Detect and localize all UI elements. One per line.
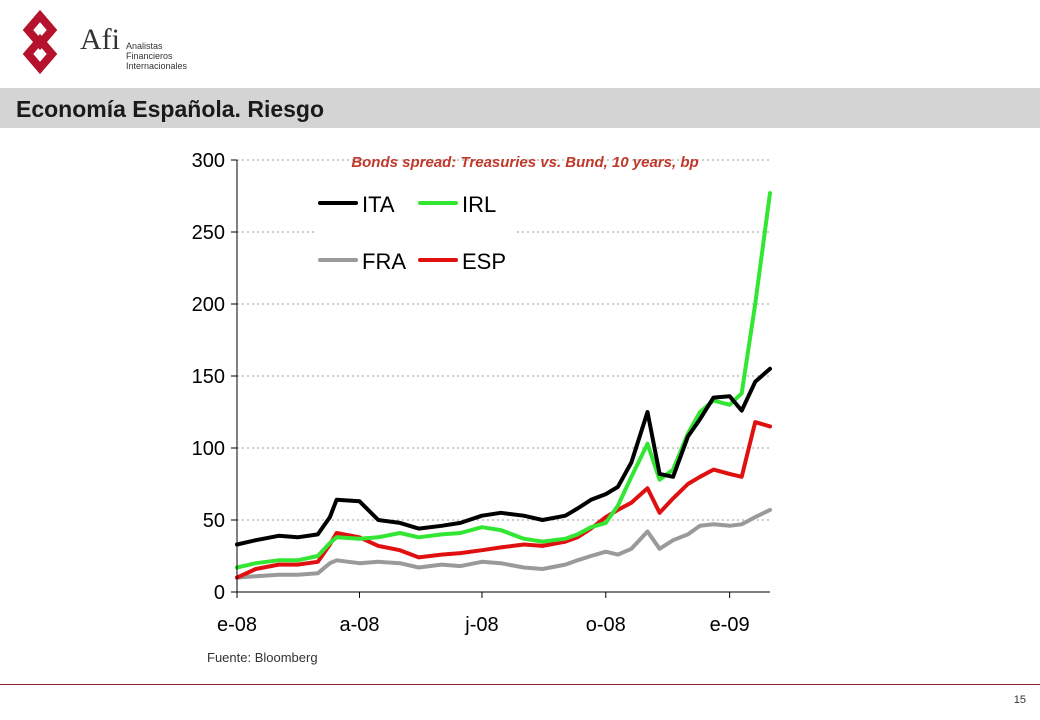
brand-subtitle-line: Analistas bbox=[126, 41, 163, 51]
brand-name: Afi bbox=[80, 23, 120, 56]
chart-title: Bonds spread: Treasuries vs. Bund, 10 ye… bbox=[351, 154, 698, 171]
title-bar: Economía Española. Riesgo bbox=[0, 88, 1040, 128]
x-tick-label: a-08 bbox=[339, 614, 379, 636]
y-tick-label: 250 bbox=[192, 222, 225, 244]
y-tick-label: 150 bbox=[192, 366, 225, 388]
series-line-irl bbox=[235, 191, 772, 570]
axes-layer: 0 50 100 150 200 250 300 e-08 a-08 j-08 o-08 e-09 bbox=[192, 150, 770, 636]
legend-label-fra: FRA bbox=[362, 249, 406, 274]
x-tick-label: e-08 bbox=[217, 614, 257, 636]
brand-subtitle: Analistas Financieros Internacionales bbox=[126, 41, 187, 71]
y-tick-label: 0 bbox=[214, 582, 225, 604]
afi-logo: Afi bbox=[18, 8, 208, 80]
brand-subtitle-line: Internacionales bbox=[126, 61, 188, 71]
x-tick-label: o-08 bbox=[586, 614, 626, 636]
legend-label-irl: IRL bbox=[462, 192, 496, 217]
series-line-fra bbox=[235, 507, 772, 580]
brand-subtitle-line: Financieros bbox=[126, 51, 173, 61]
y-tick-label: 50 bbox=[203, 510, 225, 532]
spread-chart: 0 50 100 150 200 250 300 e-08 a-08 j-08 o-08 e-09 I… bbox=[170, 140, 790, 640]
x-tick-label: e-09 bbox=[710, 614, 750, 636]
chart-svg: 0 50 100 150 200 250 300 e-08 a-08 j-08 o-08 e-09 I… bbox=[192, 150, 772, 636]
page-number: 15 bbox=[1013, 694, 1026, 706]
footer-divider bbox=[0, 684, 1040, 685]
source-note: Fuente: Bloomberg bbox=[207, 650, 318, 665]
legend-label-esp: ESP bbox=[462, 249, 506, 274]
series-line-ita bbox=[235, 366, 772, 547]
legend-label-ita: ITA bbox=[362, 192, 395, 217]
y-tick-label: 200 bbox=[192, 294, 225, 316]
legend-layer: ITA IRL FRA ESP bbox=[315, 185, 515, 287]
afi-logo-mark: Afi bbox=[22, 9, 120, 75]
y-tick-label: 300 bbox=[192, 150, 225, 172]
x-tick-label: j-08 bbox=[464, 614, 498, 636]
page-title: Economía Española. Riesgo bbox=[16, 96, 325, 122]
series-layer bbox=[235, 191, 772, 580]
y-tick-label: 100 bbox=[192, 438, 225, 460]
